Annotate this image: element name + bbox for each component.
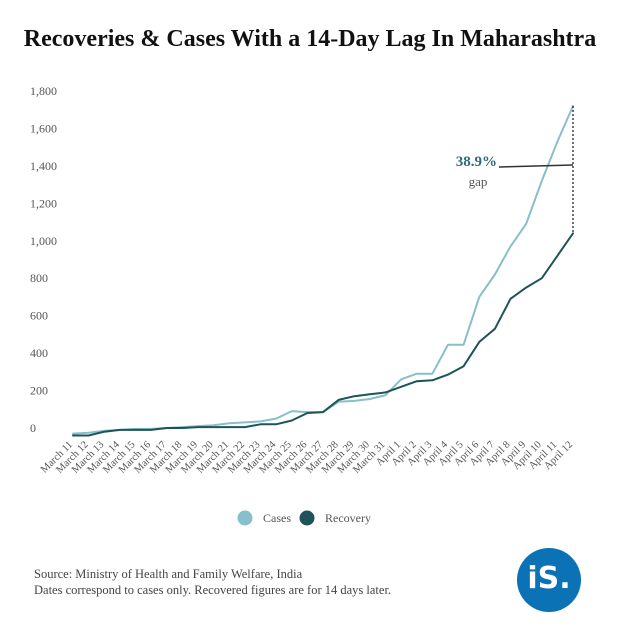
y-tick-label: 200 (30, 384, 48, 398)
series-line-cases (72, 105, 574, 435)
legend-marker-recovery (299, 510, 315, 526)
legend: Cases Recovery (237, 510, 371, 526)
y-tick-label: 1,200 (30, 196, 57, 210)
footer: Source: Ministry of Health and Family We… (34, 566, 391, 598)
y-tick-label: 1,800 (30, 84, 57, 98)
gap-label: gap (469, 174, 488, 189)
gap-value: 38.9% (456, 154, 497, 170)
y-tick-label: 800 (30, 271, 48, 285)
gap-leader-line (498, 164, 574, 168)
legend-label-recovery: Recovery (325, 511, 371, 525)
chart-title: Recoveries & Cases With a 14-Day Lag In … (23, 26, 597, 52)
series-line-recovery (72, 232, 574, 437)
source-note: Source: Ministry of Health and Family We… (34, 567, 303, 581)
chart-lines (72, 105, 574, 437)
dates-note: Dates correspond to cases only. Recovere… (34, 583, 392, 597)
y-tick-label: 1,400 (30, 159, 57, 173)
logo: iS. (517, 548, 581, 612)
y-axis: 0 200 400 600 800 1,000 1,200 1,400 1,600 1,800 (30, 84, 57, 435)
y-tick-label: 600 (30, 309, 48, 323)
legend-label-cases: Cases (263, 511, 291, 525)
legend-marker-cases (237, 510, 253, 526)
line-chart: 0 200 400 600 800 1,000 1,200 1,400 1,600 1,800 M… (30, 84, 575, 526)
gap-annotation: 38.9% gap (456, 105, 574, 234)
y-tick-label: 1,000 (30, 234, 57, 248)
y-tick-label: 1,600 (30, 121, 57, 135)
y-tick-label: 400 (30, 346, 48, 360)
y-tick-label: 0 (30, 421, 36, 435)
